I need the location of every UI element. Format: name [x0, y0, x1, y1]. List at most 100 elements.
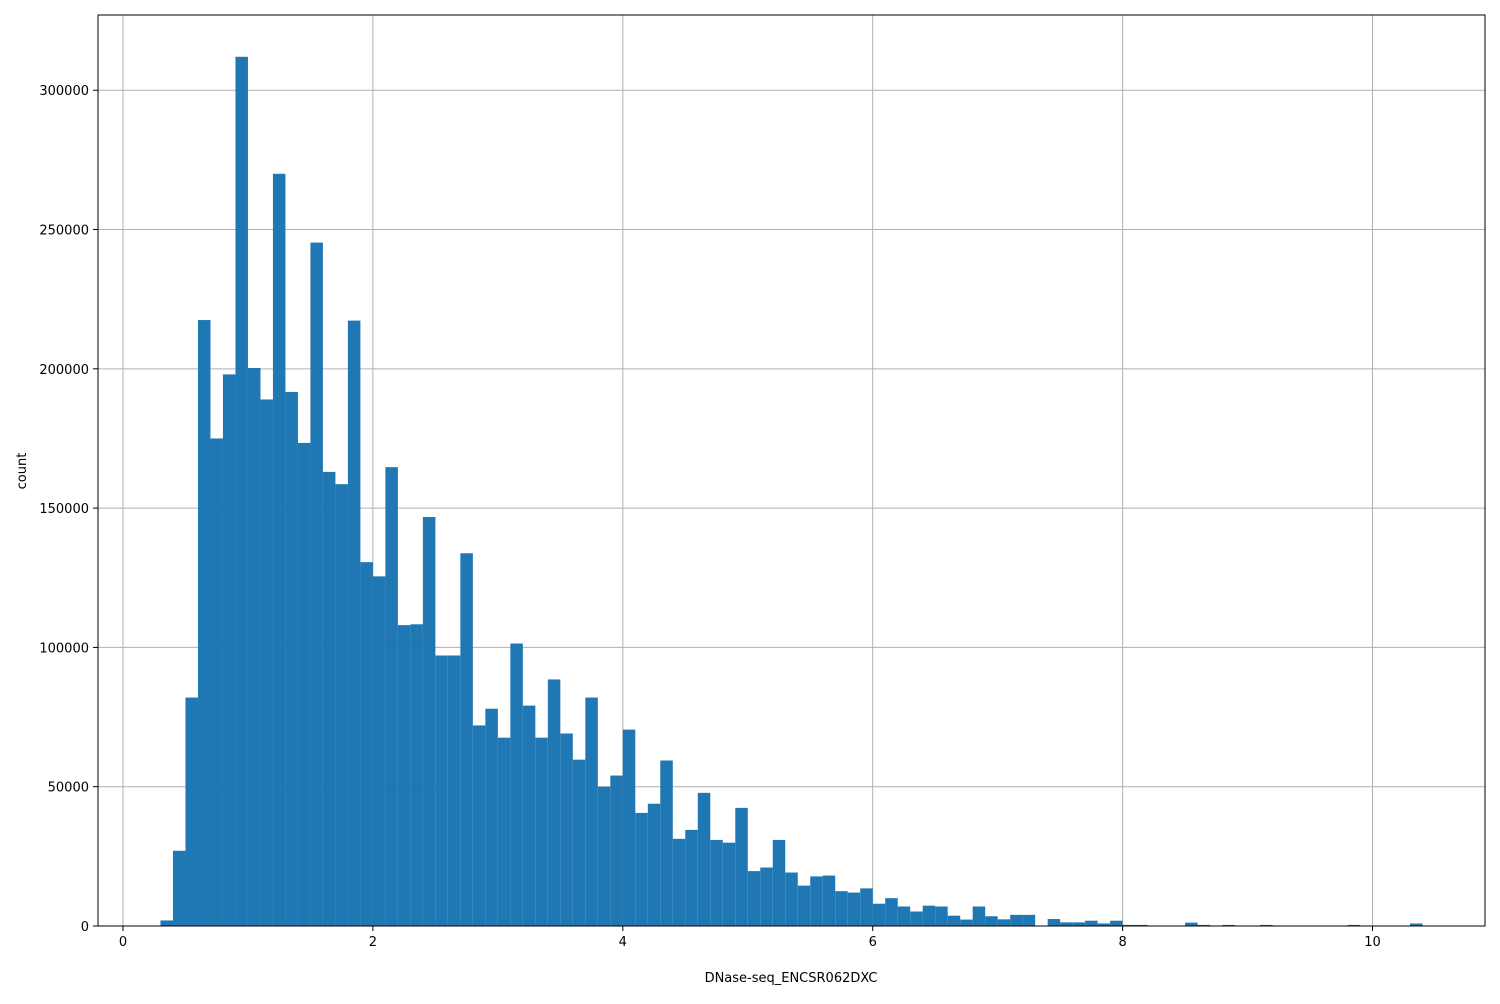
histogram-bar: [497, 737, 511, 926]
histogram-bar: [947, 915, 961, 926]
histogram-bar: [210, 438, 223, 926]
histogram-bar: [1047, 919, 1061, 926]
y-tick-label: 300000: [39, 84, 89, 99]
histogram-bar: [1260, 924, 1273, 926]
histogram-bar: [172, 850, 186, 926]
histogram-bar: [772, 839, 786, 926]
histogram-bar: [572, 759, 586, 926]
histogram-bar: [897, 906, 911, 926]
histogram-bar: [360, 562, 373, 926]
histogram-bar: [997, 919, 1011, 926]
histogram-bar: [597, 786, 611, 926]
y-axis-label: count: [15, 453, 30, 490]
histogram-bar: [960, 919, 973, 926]
histogram-bar: [685, 829, 698, 926]
histogram-bar: [335, 484, 348, 926]
histogram-bar: [822, 875, 836, 926]
histogram-bar: [197, 320, 211, 926]
histogram-bar: [435, 655, 448, 926]
histogram-bar: [247, 367, 261, 926]
x-tick-label: 10: [1364, 935, 1381, 950]
histogram-bar: [972, 906, 986, 926]
histogram-bar: [585, 697, 598, 926]
histogram-bar: [510, 643, 523, 926]
histogram-bar: [522, 705, 536, 926]
histogram-bar: [347, 320, 361, 926]
histogram-bar: [1122, 924, 1136, 926]
histogram-bar: [1197, 924, 1211, 926]
histogram-bar: [1185, 922, 1198, 926]
x-tick-label: 2: [369, 935, 377, 950]
y-tick-label: 200000: [39, 363, 89, 378]
histogram-bar: [660, 760, 673, 926]
histogram-bar: [272, 173, 286, 927]
y-axis-ticks: 0 50000 100000 150000 200000 250000 300000: [39, 84, 98, 935]
histogram-bar: [1072, 922, 1086, 926]
histogram-bar: [760, 867, 773, 926]
histogram-bar: [222, 374, 236, 926]
histogram-bar: [672, 838, 686, 926]
histogram-bar: [1222, 924, 1236, 926]
histogram-bar: [310, 242, 323, 926]
histogram-bar: [697, 792, 711, 926]
y-tick-label: 0: [81, 920, 89, 935]
histogram-bar: [872, 903, 886, 926]
histogram-bar: [1060, 922, 1073, 926]
histogram-bar: [1135, 924, 1148, 926]
histogram-bar: [922, 905, 936, 926]
histogram-bar: [885, 898, 898, 926]
histogram-bar: [635, 812, 648, 926]
y-tick-label: 250000: [39, 224, 89, 239]
histogram-bar: [297, 442, 311, 926]
histogram-bar: [535, 737, 548, 926]
histogram-bar: [647, 803, 661, 926]
histogram-bar: [935, 906, 948, 926]
histogram-bar: [735, 807, 748, 926]
histogram-bar: [385, 467, 398, 926]
grid-lines: [98, 15, 1485, 927]
histogram-bar: [397, 625, 411, 926]
histogram-bar: [322, 471, 336, 926]
histogram-bar: [235, 56, 248, 926]
histogram-bar: [860, 888, 873, 926]
y-tick-label: 150000: [39, 502, 89, 517]
y-tick-label: 100000: [39, 641, 89, 656]
histogram-bar: [810, 876, 823, 926]
x-tick-label: 4: [619, 935, 627, 950]
x-axis-label: DNase-seq_ENCSR062DXC: [705, 971, 878, 986]
histogram-bar: [160, 920, 173, 926]
histogram-bar: [410, 624, 423, 926]
histogram-bar: [785, 872, 798, 926]
histogram-bar: [260, 399, 273, 926]
x-axis-ticks: 0 2 4 6 8 10: [119, 926, 1381, 950]
histogram-bar: [485, 708, 498, 926]
histogram-bar: [910, 911, 923, 926]
histogram-bar: [1010, 914, 1023, 926]
histogram-bar: [722, 842, 736, 926]
x-tick-label: 8: [1118, 935, 1126, 950]
histogram-bar: [560, 733, 573, 926]
histogram-bar: [1347, 924, 1361, 926]
x-tick-label: 6: [869, 935, 877, 950]
plot-frame: [97, 14, 1486, 927]
histogram-bar: [447, 655, 461, 926]
histogram-bar: [622, 729, 636, 926]
histogram-bar: [285, 391, 298, 926]
histogram-bar: [797, 885, 811, 926]
histogram-bar: [847, 892, 861, 926]
histogram-bar: [185, 697, 198, 926]
histogram-bar: [747, 871, 761, 926]
histogram-bar: [1097, 923, 1111, 926]
histogram-bar: [985, 916, 998, 926]
histogram-bar: [835, 891, 848, 926]
histogram-bar: [1085, 920, 1098, 926]
histogram-bar: [422, 517, 436, 926]
histogram-bar: [1110, 920, 1123, 926]
histogram-bar: [1410, 923, 1423, 926]
histogram-bars: [160, 56, 1423, 927]
histogram-bar: [1022, 914, 1036, 926]
histogram-bar: [547, 679, 561, 926]
histogram-bar: [460, 553, 473, 926]
